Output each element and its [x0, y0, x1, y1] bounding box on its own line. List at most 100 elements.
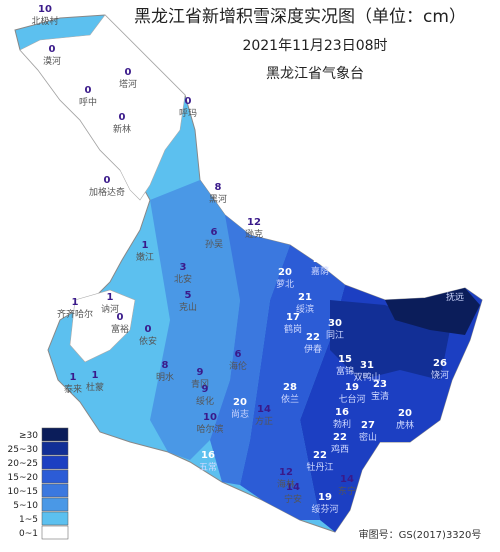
station-value: 9 [202, 384, 209, 395]
station-name: 抚远 [446, 291, 464, 303]
station-name: 杜蒙 [86, 381, 104, 393]
station-name: 五常 [199, 461, 217, 473]
legend-label: ≥30 [19, 431, 38, 441]
station-name: 鹤岗 [284, 323, 302, 335]
station-value: 20 [278, 267, 292, 278]
legend-label: 25~30 [8, 445, 39, 455]
station-value: 17 [286, 312, 300, 323]
station-name: 北极村 [31, 15, 58, 27]
station-name: 密山 [359, 431, 377, 443]
station-value: 22 [333, 432, 347, 443]
station-value: 20 [398, 408, 412, 419]
station-name: 哈尔滨 [196, 423, 223, 435]
station-value: 30 [328, 318, 342, 329]
station-name: 逊克 [245, 229, 263, 240]
station-name: 海林 [277, 478, 295, 490]
legend-swatch [41, 427, 69, 442]
legend-swatch [41, 511, 69, 526]
station-value: 22 [313, 450, 327, 461]
station-value: 19 [345, 382, 359, 393]
zone-10-15 [210, 215, 290, 485]
station-name: 海伦 [229, 360, 247, 372]
station-value: 0 [119, 112, 126, 123]
station-value: 33 [448, 280, 462, 291]
station-value: 9 [197, 367, 204, 378]
station-name: 东宁 [338, 485, 356, 497]
station-value: 8 [215, 182, 222, 193]
station-value: 3 [180, 262, 187, 273]
station-value: 14 [340, 474, 354, 485]
station-name: 绥芬河 [311, 503, 338, 515]
station-value: 1 [142, 240, 149, 251]
station-value: 16 [335, 407, 349, 418]
station-value: 19 [318, 492, 332, 503]
station-value: 1 [107, 292, 114, 303]
station-name: 青冈 [191, 378, 209, 390]
station-value: 8 [162, 360, 169, 371]
station-name: 鸡西 [331, 443, 349, 455]
station-name: 呼中 [79, 96, 97, 108]
station-name: 嫩江 [136, 251, 154, 263]
station-value: 28 [283, 382, 297, 393]
station-name: 双鸭山 [353, 371, 380, 383]
station-name: 萝北 [276, 279, 294, 290]
station-name: 新林 [113, 123, 131, 135]
station-name: 加格达奇 [89, 186, 125, 198]
legend: ≥30 25~30 20~25 15~20 10~15 5~10 1~5 0~1 [8, 427, 69, 540]
zone-ge-30 [385, 288, 480, 335]
station-value: 16 [201, 450, 215, 461]
station-value: 0 [117, 312, 124, 323]
station-name: 绥化 [196, 395, 214, 407]
station-value: 22 [306, 332, 320, 343]
station-value: 23 [373, 379, 387, 390]
station-value: 0 [85, 85, 92, 96]
station-name: 伊春 [304, 343, 322, 355]
station-name: 泰来 [64, 383, 82, 395]
legend-swatch [41, 497, 69, 512]
station-value: 0 [185, 96, 192, 107]
station-name: 塔河 [119, 78, 137, 90]
station-name: 依安 [139, 335, 157, 347]
station-value: 12 [247, 217, 261, 228]
approval-number: 审图号：GS(2017)3320号 [359, 528, 482, 541]
station-value: 12 [279, 467, 293, 478]
legend-swatch [41, 455, 69, 470]
station-value: 14 [286, 482, 300, 493]
station-name: 呼玛 [179, 108, 197, 119]
map-date: 2021年11月23日08时 [242, 38, 387, 54]
station-name: 孙吴 [205, 238, 223, 250]
legend-swatch [41, 469, 69, 484]
station-name: 七台河 [338, 393, 365, 405]
map-title: 黑龙江省新增积雪深度实况图（单位：cm） [134, 7, 466, 27]
station-name: 牡丹江 [306, 461, 333, 473]
station-value: 20 [233, 397, 247, 408]
legend-swatch [41, 441, 69, 456]
station-name: 绥滨 [296, 303, 314, 315]
station-name: 富裕 [111, 323, 129, 335]
station-name: 黑河 [209, 193, 227, 205]
station-value: 5 [185, 290, 192, 301]
station-value: 6 [235, 349, 242, 360]
station-name: 依兰 [281, 393, 299, 405]
zone-5-10 [150, 180, 250, 460]
station-value: 1 [70, 372, 77, 383]
station-value: 1 [92, 370, 99, 381]
station-name: 北安 [174, 273, 192, 285]
station-name: 富锦 [336, 365, 354, 377]
legend-label: 10~15 [8, 487, 38, 497]
station-name: 饶河 [431, 369, 449, 381]
station-value: 0 [104, 175, 111, 186]
station-value: 28 [313, 254, 327, 265]
map-agency: 黑龙江省气象台 [266, 66, 364, 82]
station-name: 虎林 [396, 419, 414, 431]
station-name: 克山 [179, 302, 197, 313]
legend-swatch [41, 525, 69, 540]
station-value: 27 [361, 420, 375, 431]
station-value: 15 [338, 354, 352, 365]
station-name: 齐齐哈尔 [57, 308, 93, 320]
station-value: 1 [72, 297, 79, 308]
station-value: 0 [145, 324, 152, 335]
legend-label: 20~25 [8, 459, 38, 469]
